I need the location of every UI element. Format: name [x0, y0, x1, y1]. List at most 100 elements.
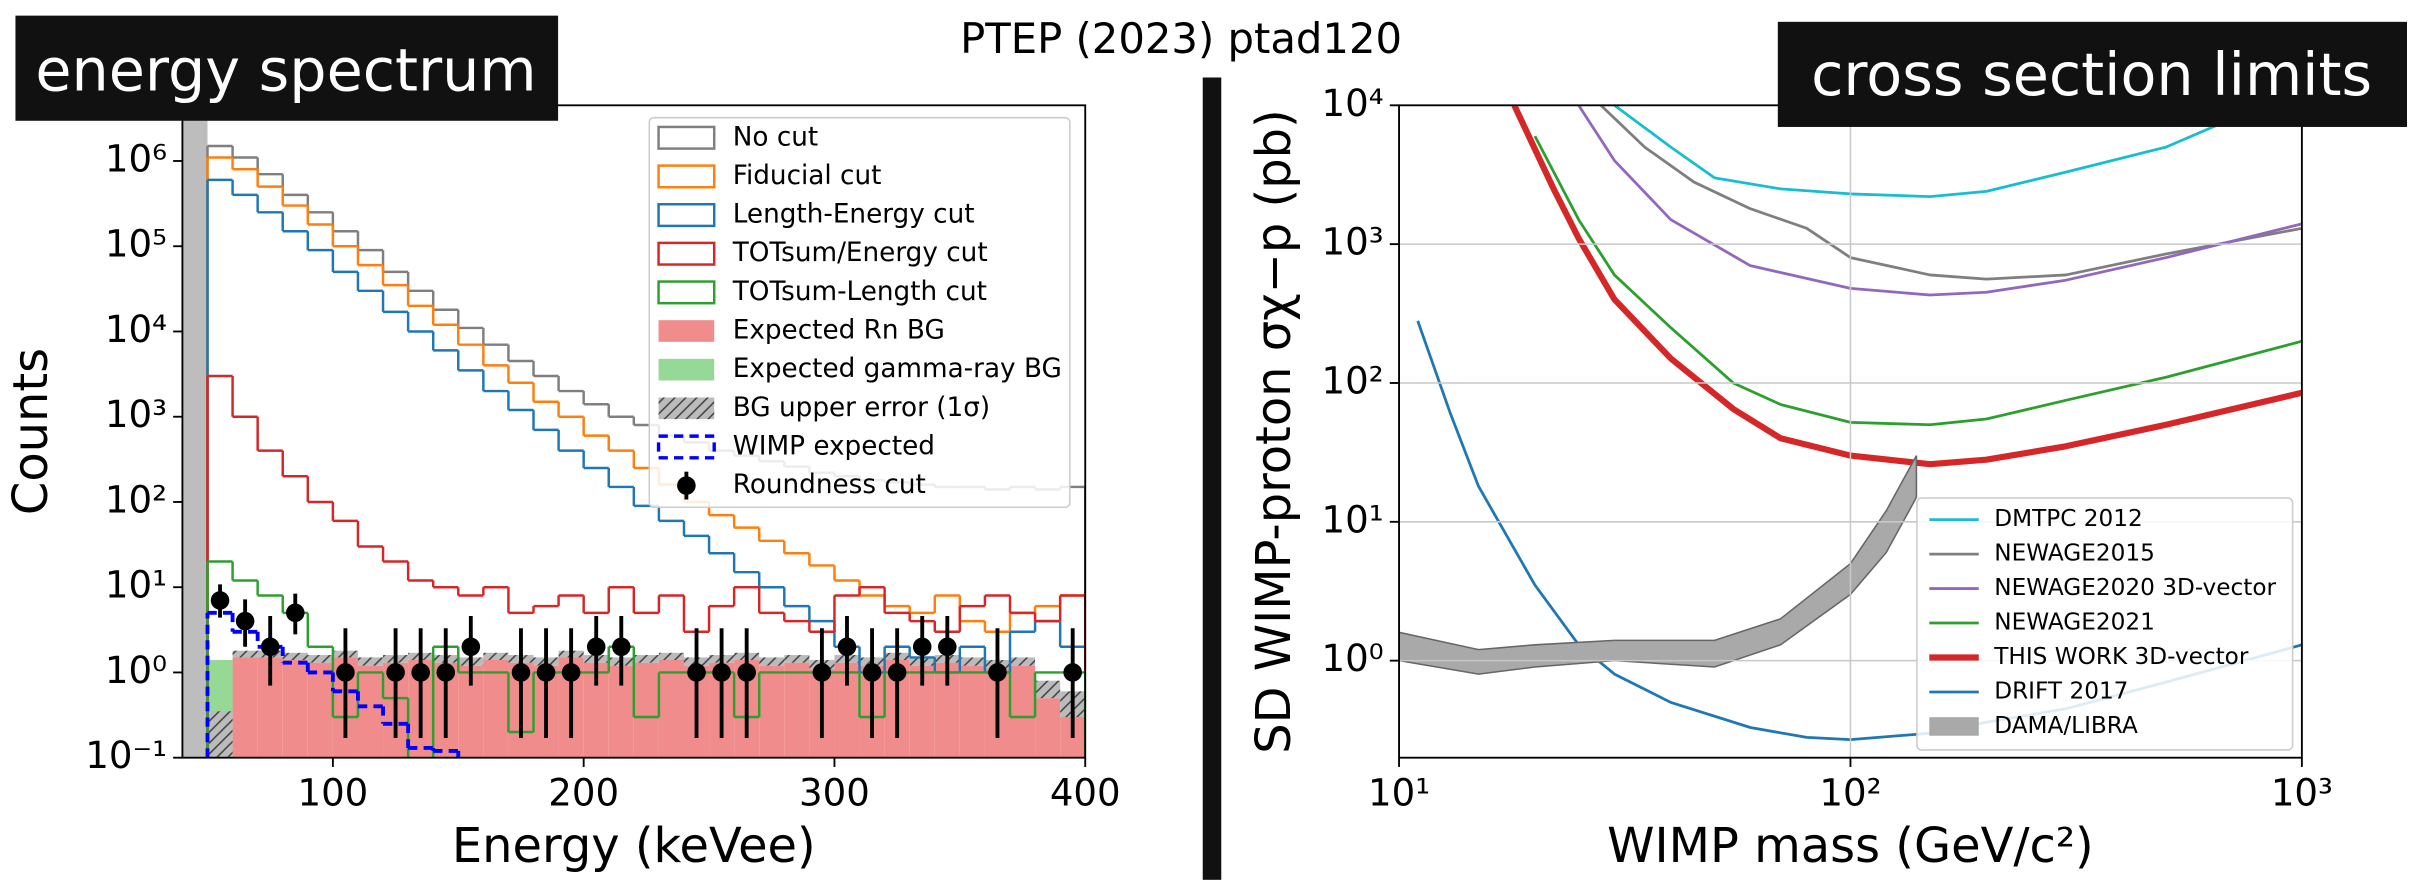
legend-label: Expected gamma-ray BG [733, 354, 1062, 384]
legend-swatch [1929, 717, 1979, 736]
legend-label: Roundness cut [733, 470, 926, 500]
data-point [411, 663, 430, 682]
bg-bar [658, 659, 684, 758]
y-tick-label: 10² [1322, 359, 1384, 402]
x-tick-label: 10³ [2271, 771, 2333, 814]
legend-swatch [658, 397, 715, 420]
legend-box [648, 116, 1071, 509]
line [1613, 105, 2271, 198]
legend-label: BG upper error (1σ) [733, 393, 990, 423]
x-axis-label: Energy (keVee) [452, 819, 816, 874]
line [1577, 105, 2302, 297]
data-point [687, 663, 706, 682]
y-tick-label: 10⁰ [1322, 637, 1384, 680]
legend-label: THIS WORK 3D-vector [1993, 643, 2249, 670]
error-band [959, 657, 985, 666]
x-tick-label: 400 [1050, 771, 1121, 814]
data-point [1063, 663, 1082, 682]
legend-box [1916, 497, 2294, 751]
bg-bar [1009, 665, 1036, 758]
x-tick-label: 10¹ [1368, 771, 1430, 814]
error-band [633, 655, 659, 663]
legend-label: DMTPC 2012 [1994, 505, 2142, 532]
line [1533, 135, 2302, 427]
legend-label: DRIFT 2017 [1994, 677, 2128, 704]
legend-swatch [658, 358, 715, 381]
legend-swatch [658, 320, 715, 342]
label-box [1777, 21, 2407, 127]
legend-swatch [657, 164, 716, 189]
error-band [483, 652, 509, 660]
y-tick-label: 10³ [1322, 221, 1384, 264]
error-band [307, 655, 333, 663]
legend-label: Fiducial cut [733, 161, 882, 191]
legend-label: TOTsum/Energy cut [732, 238, 988, 268]
y-tick-label: 10¹ [105, 564, 167, 607]
data-point [511, 663, 531, 682]
y-tick-label: 10⁵ [105, 223, 167, 266]
data-point [912, 637, 932, 657]
y-tick-label: 10⁴ [105, 308, 167, 351]
bg-bar [483, 659, 509, 758]
data-point [812, 663, 832, 682]
y-tick-label: 10² [105, 478, 167, 521]
data-point [536, 663, 556, 682]
legend-label: No cut [733, 122, 818, 152]
legend-label: DAMA/LIBRA [1994, 712, 2138, 739]
y-tick-label: 10⁴ [1322, 82, 1384, 125]
legend-label: NEWAGE2021 [1994, 609, 2155, 636]
bg-bar [232, 657, 258, 758]
bg-bar [1035, 698, 1061, 758]
x-axis-label: WIMP mass (GeV/c²) [1607, 819, 2094, 874]
y-tick-label: 10⁻¹ [85, 734, 167, 777]
legend-label: Expected Rn BG [733, 316, 945, 346]
data-point [336, 663, 355, 682]
x-tick-label: 10² [1819, 771, 1881, 814]
right-label: cross section limits [1811, 40, 2372, 109]
axes-frame [181, 104, 1087, 759]
error-band [282, 652, 308, 660]
error-band [658, 652, 684, 660]
data-point [235, 611, 255, 631]
legend: No cut Fiducial cut Length-Energy cut TOTsu… [648, 116, 1071, 509]
line [1511, 105, 2302, 468]
bg-bar [357, 665, 384, 758]
y-tick-label: 10³ [105, 393, 167, 436]
data-point [285, 603, 305, 623]
plot: 10¹ 10² 10³ 10⁰ 10¹ 10² 10³ 10⁴ WIMP mass (GeV/c… [1247, 82, 2333, 874]
y-tick-label: 10⁰ [105, 649, 167, 692]
divider [1202, 77, 1222, 880]
left-label: energy spectrum [35, 35, 536, 104]
error-band [759, 657, 785, 666]
legend-swatch [677, 476, 696, 495]
data-point [612, 637, 631, 657]
error-band [784, 655, 810, 663]
data-point [988, 663, 1007, 682]
legend-swatch [657, 203, 716, 228]
bg-bar [633, 662, 659, 758]
y-tick-label: 10¹ [1322, 498, 1384, 541]
data-point [561, 663, 581, 682]
x-tick-label: 100 [297, 771, 368, 814]
data-point [386, 663, 405, 682]
legend-label: NEWAGE2015 [1994, 540, 2155, 567]
data-point [737, 663, 756, 682]
data-point [461, 637, 481, 657]
data-point [210, 591, 230, 610]
y-axis-label: Counts [4, 348, 59, 515]
error-band [1035, 680, 1061, 699]
legend-label: Length-Energy cut [733, 200, 975, 230]
data-point [938, 637, 957, 657]
y-tick-label: 10⁶ [105, 137, 167, 180]
label-box [15, 15, 559, 121]
legend-swatch [657, 125, 716, 150]
error-band [1009, 657, 1036, 666]
bg-bar [759, 665, 785, 758]
data-point [837, 637, 857, 657]
bg-bar [784, 662, 810, 758]
bg-bar [959, 665, 985, 758]
data-point [436, 663, 456, 682]
x-tick-label: 200 [548, 771, 619, 814]
